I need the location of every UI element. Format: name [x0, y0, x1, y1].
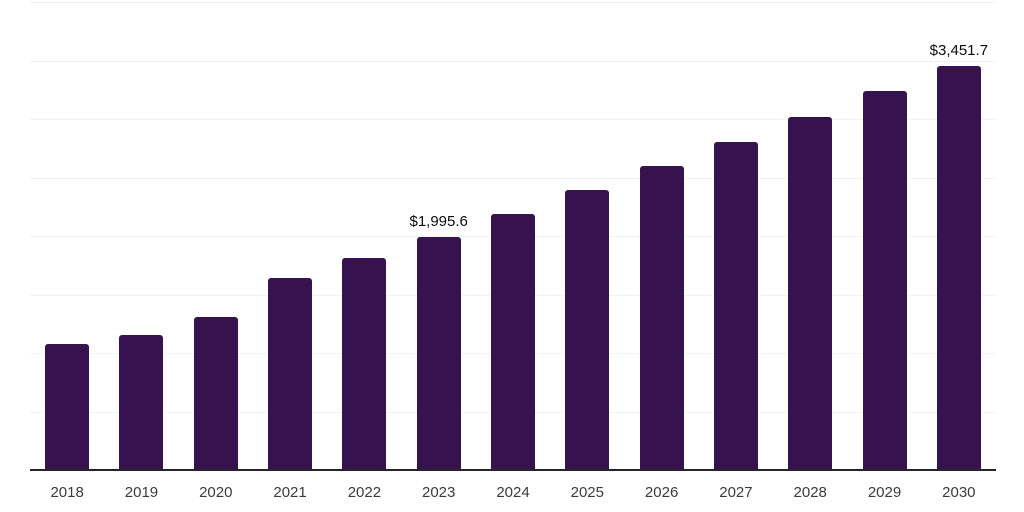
bar-2019[interactable] [119, 334, 164, 470]
bar-2018[interactable] [45, 343, 90, 470]
x-tick-2027: 2027 [719, 484, 753, 501]
x-tick-2023: 2023 [422, 484, 456, 501]
x-tick-2020: 2020 [199, 484, 233, 501]
bar-2026[interactable] [639, 166, 684, 470]
x-tick-2018: 2018 [50, 484, 84, 501]
data-label-2030: $3,451.7 [929, 42, 989, 60]
x-tick-2022: 2022 [347, 484, 382, 501]
x-tick-2026: 2026 [644, 484, 679, 501]
x-tick-2024: 2024 [496, 484, 530, 501]
x-tick-2025: 2025 [570, 484, 604, 501]
bar-2021[interactable] [268, 278, 313, 470]
bar-2028[interactable] [788, 117, 833, 470]
x-tick-2028: 2028 [793, 484, 827, 501]
x-tick-2021: 2021 [273, 484, 307, 501]
gridline [30, 2, 996, 3]
bar-2024[interactable] [491, 213, 535, 470]
bar-2022[interactable] [342, 257, 387, 470]
x-tick-2029: 2029 [867, 484, 902, 501]
bar-2023[interactable] [416, 236, 461, 470]
x-tick-2019: 2019 [124, 484, 159, 501]
gridline [30, 60, 996, 62]
bar-2029[interactable] [862, 90, 907, 470]
x-axis-line [30, 469, 996, 471]
bar-2030[interactable] [936, 66, 981, 470]
data-label-2023: $1,995.6 [409, 212, 468, 230]
x-tick-2030: 2030 [942, 484, 976, 501]
bar-2020[interactable] [193, 316, 238, 470]
bar-2025[interactable] [565, 190, 610, 470]
gridline [30, 119, 996, 120]
bar-2027[interactable] [713, 142, 758, 470]
gridline [30, 177, 996, 179]
